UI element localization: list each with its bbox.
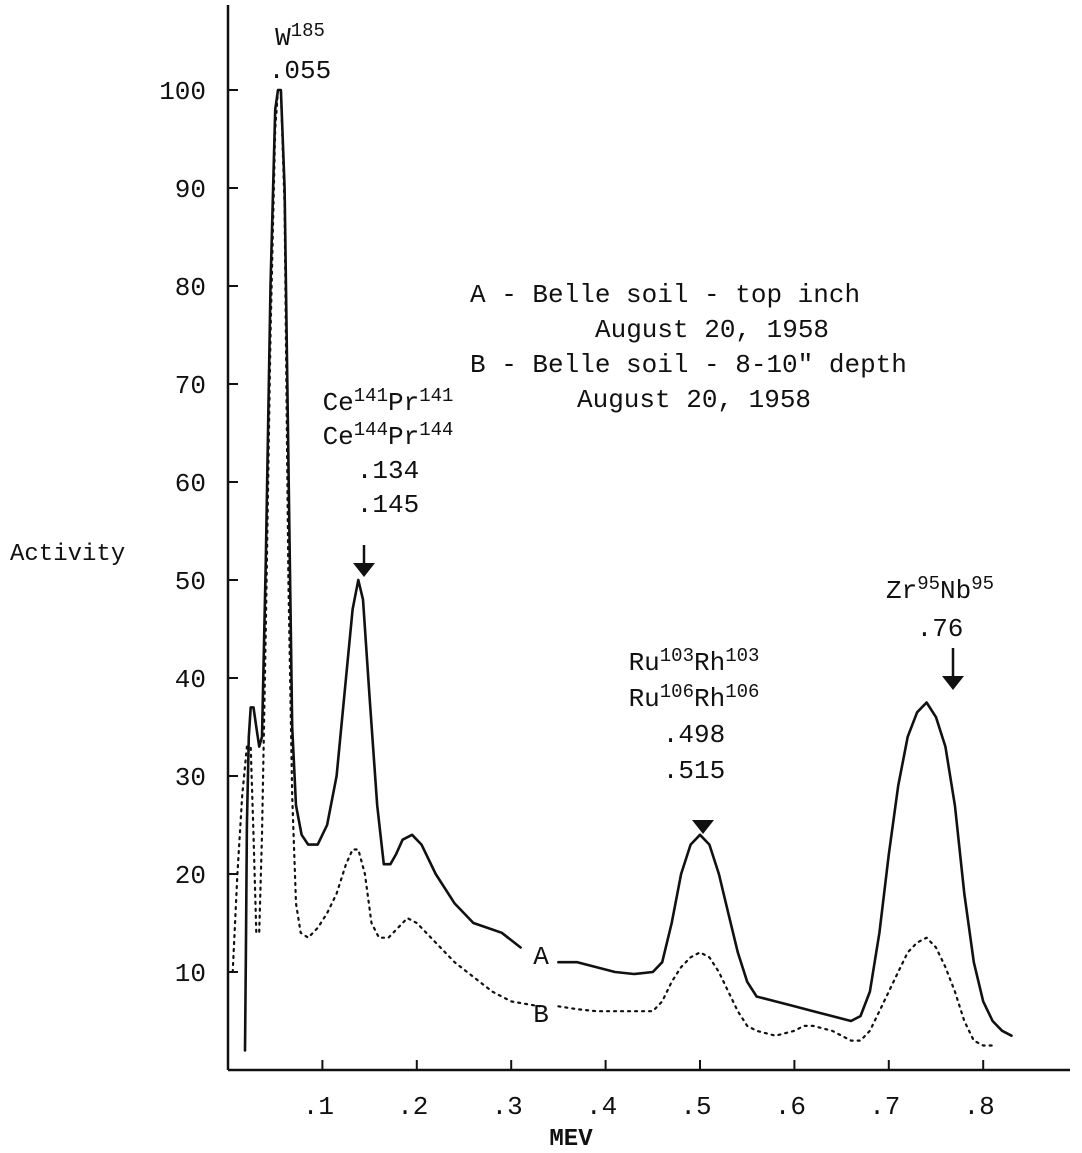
x-tick-label: .6 [775,1092,806,1122]
x-tick-label: .5 [680,1092,711,1122]
series-b-line-1 [231,88,541,1008]
annotation-line: .515 [663,756,725,786]
legend-line-1: A - Belle soil - top inch [470,280,860,310]
y-tick-label: 10 [175,959,206,989]
y-tick-label: 50 [175,567,206,597]
annotation-line: .134 [357,456,419,486]
series-label-a: A [533,942,549,972]
axes: 10 20 30 40 50 60 70 80 90 100 .1 .2 .3 .4 .5 .6 .7 .8 [159,5,1070,1122]
legend: A - Belle soil - top inch August 20, 195… [470,280,907,415]
x-tick-label: .4 [586,1092,617,1122]
x-tick-label: .8 [964,1092,995,1122]
y-tick-label: 90 [175,175,206,205]
annotation-line: Ru103Rh103 [629,645,760,678]
annotation-line: Ru106Rh106 [629,681,760,714]
y-tick-label: 70 [175,371,206,401]
annotation-line: W185 [275,20,325,53]
y-tick-label: 30 [175,763,206,793]
y-tick-label: 100 [159,77,206,107]
peak-arrow-head [353,563,375,577]
x-tick-label: .2 [397,1092,428,1122]
legend-line-3: B - Belle soil - 8-10" depth [470,350,907,380]
y-tick-label: 60 [175,469,206,499]
peak-arrow-head [692,820,714,834]
annotation-line: Ce144Pr144 [323,419,454,452]
series-b-line-2 [557,936,994,1047]
annotation-line: .145 [357,490,419,520]
y-tick-label: 20 [175,861,206,891]
x-tick-label: .1 [303,1092,334,1122]
curves: AB [231,88,1013,1052]
y-axis-label: Activity [10,541,125,568]
x-axis-label: MEV [549,1126,593,1153]
peak-arrow-head [942,676,964,690]
series-a-line-2 [557,701,1013,1037]
annotation-line: .76 [917,614,964,644]
legend-line-4: August 20, 1958 [577,385,811,415]
y-tick-label: 80 [175,273,206,303]
peak-annotation-w185: W185.055 [269,20,331,86]
series-a-line-1 [243,88,522,1052]
legend-line-2: August 20, 1958 [595,315,829,345]
annotation-line: Ce141Pr141 [323,385,454,418]
annotation-line: .498 [663,720,725,750]
x-tick-label: .7 [869,1092,900,1122]
series-label-b: B [533,1000,549,1030]
annotation-line: .055 [269,56,331,86]
annotation-line: Zr95Nb95 [886,573,994,606]
x-tick-label: .3 [492,1092,523,1122]
y-tick-label: 40 [175,665,206,695]
peak-annotation-zr: Zr95Nb95 .76 [886,573,994,690]
